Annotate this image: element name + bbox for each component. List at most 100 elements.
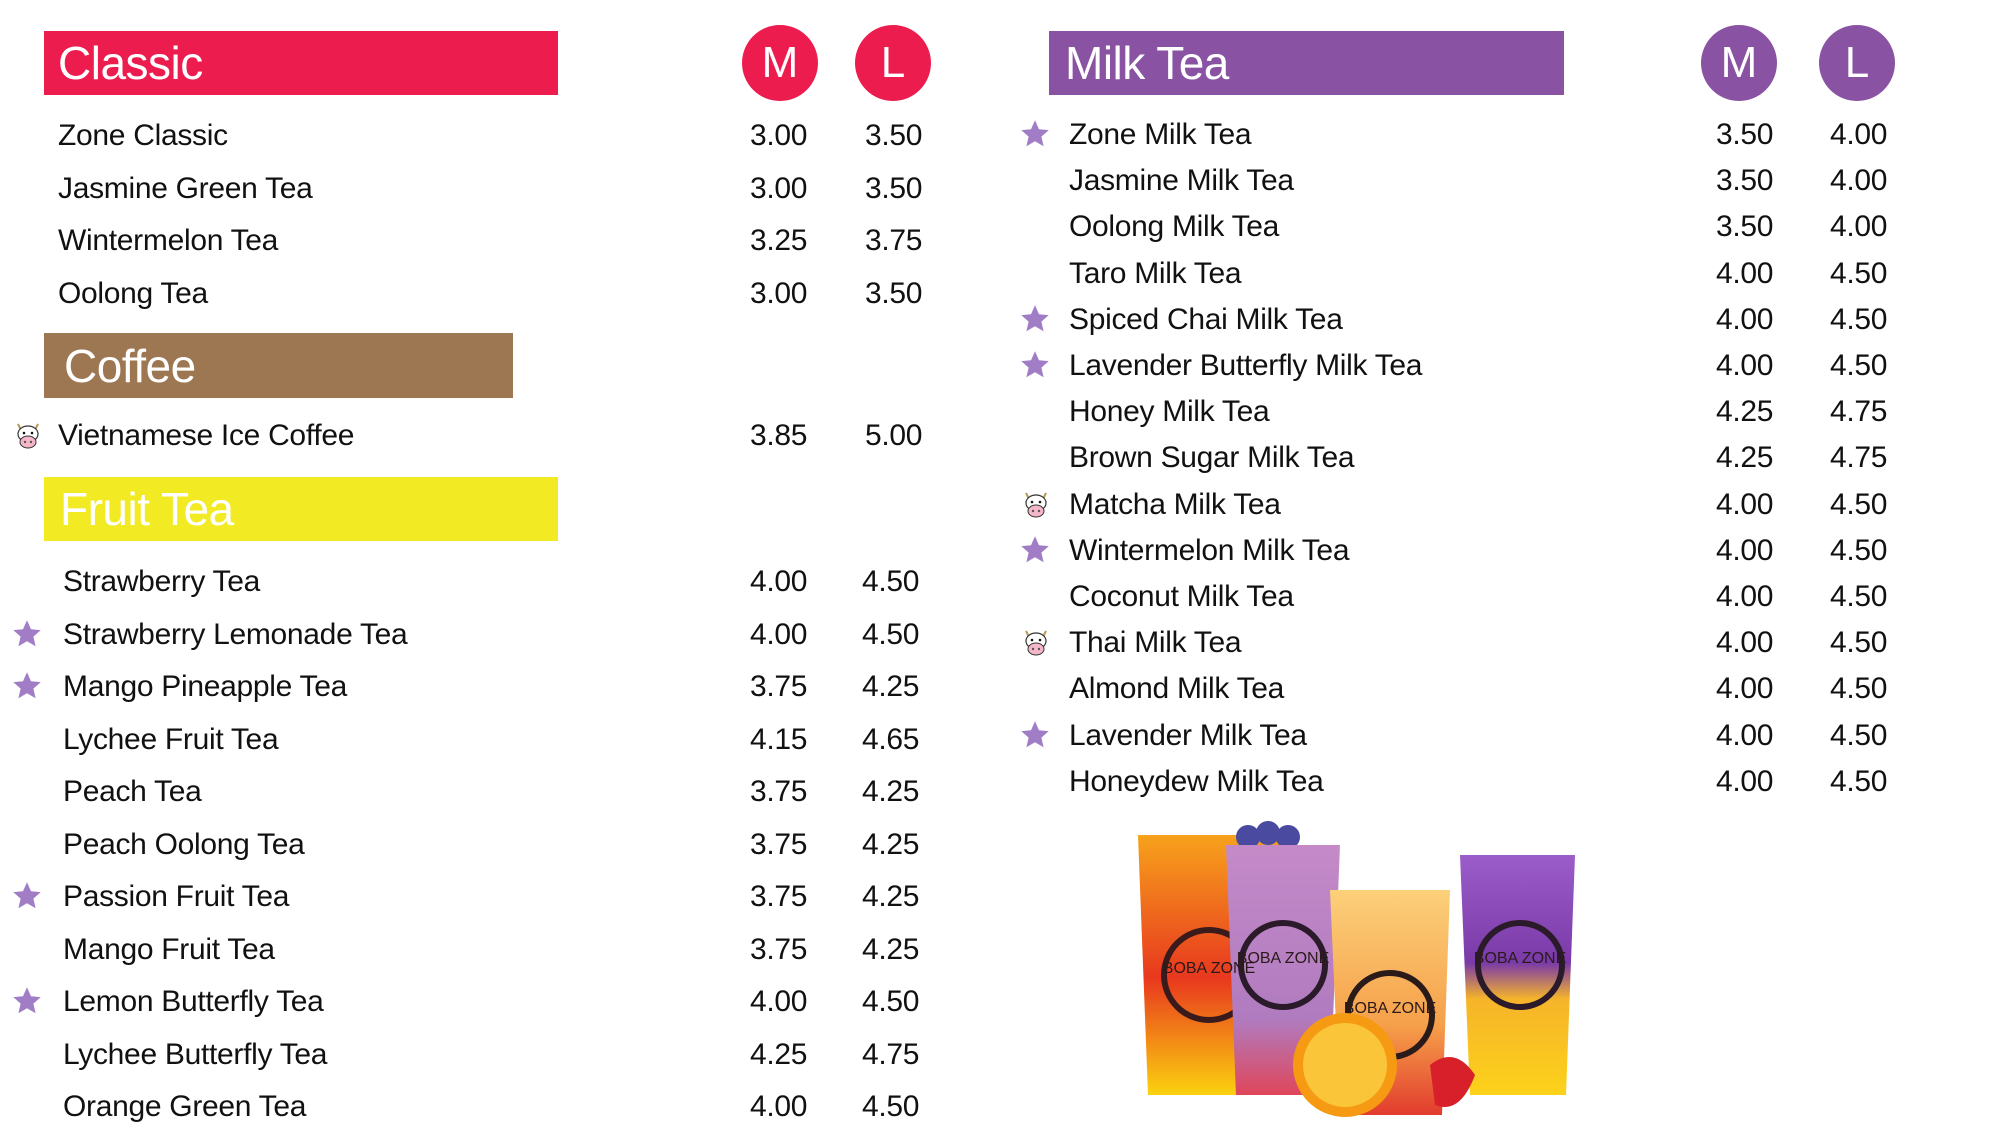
price-large: 4.25 — [862, 932, 920, 966]
item-name: Taro Milk Tea — [1069, 256, 1242, 290]
price-large: 4.50 — [1830, 533, 1888, 567]
menu-item-row: Spiced Chai Milk Tea 4.00 4.50 — [0, 300, 2000, 340]
price-large: 4.00 — [1830, 164, 1888, 198]
cup-logo: BOBA ZONE — [1344, 1000, 1436, 1017]
menu-item-row: Matcha Milk Tea 4.00 4.50 — [0, 485, 2000, 525]
price-medium: 4.25 — [1716, 395, 1774, 429]
strawberry — [1430, 1057, 1475, 1107]
menu-item-row: Mango Pineapple Tea 3.75 4.25 — [0, 667, 2000, 707]
item-name: Oolong Tea — [58, 276, 208, 310]
price-large: 4.50 — [1830, 256, 1888, 290]
menu-item-row: Lavender Milk Tea 4.00 4.50 — [0, 716, 2000, 756]
price-large: 3.50 — [865, 119, 923, 152]
price-large: 4.50 — [1830, 349, 1888, 382]
menu-item-row: Zone Classic 3.00 3.50 — [0, 116, 2000, 156]
price-medium: 4.00 — [750, 985, 808, 1018]
price-medium: 3.25 — [750, 224, 808, 257]
drinks-photo: BOBA ZONE BOBA ZONE BOBA ZONE BOBA ZONE — [1138, 821, 1575, 1117]
item-name: Thai Milk Tea — [1069, 626, 1242, 660]
orange-slice — [1293, 1013, 1397, 1117]
item-name: Peach Oolong Tea — [63, 827, 305, 861]
item-name: Mango Fruit Tea — [63, 932, 275, 966]
menu-item-row: Zone Milk Tea 3.50 4.00 — [0, 115, 2000, 155]
price-large: 4.50 — [862, 565, 920, 598]
item-name: Brown Sugar Milk Tea — [1069, 441, 1355, 475]
menu-item-row: Brown Sugar Milk Tea 4.25 4.75 — [0, 438, 2000, 478]
price-medium: 4.00 — [750, 617, 808, 651]
cup-logo: BOBA ZONE — [1163, 960, 1255, 977]
price-medium: 4.00 — [1716, 580, 1774, 613]
price-large: 4.25 — [862, 880, 920, 913]
item-name: Jasmine Green Tea — [58, 171, 313, 205]
classic-header: Classic — [44, 31, 558, 95]
price-medium: 4.00 — [750, 565, 808, 598]
menu-item-row: Lychee Butterfly Tea 4.25 4.75 — [0, 1035, 2000, 1075]
item-name: Lychee Butterfly Tea — [63, 1037, 328, 1071]
star-icon — [1020, 720, 1052, 752]
item-name: Strawberry Tea — [63, 565, 260, 598]
coffee-header: Coffee — [44, 333, 513, 398]
star-icon — [12, 986, 44, 1018]
menu-item-row: Honeydew Milk Tea 4.00 4.50 — [0, 762, 2000, 802]
size-large-badge: L — [1819, 25, 1895, 101]
item-name: Coconut Milk Tea — [1069, 580, 1294, 613]
menu-item-row: Strawberry Lemonade Tea 4.00 4.50 — [0, 615, 2000, 655]
price-medium: 4.25 — [1716, 441, 1774, 475]
price-medium: 3.00 — [750, 171, 808, 205]
cow-icon — [12, 420, 44, 452]
price-large: 4.00 — [1830, 118, 1888, 151]
item-name: Wintermelon Tea — [58, 224, 279, 257]
item-name: Orange Green Tea — [63, 1090, 307, 1123]
price-medium: 3.75 — [750, 880, 808, 913]
item-name: Zone Milk Tea — [1069, 118, 1252, 151]
price-medium: 3.75 — [750, 932, 808, 966]
price-medium: 3.50 — [1716, 118, 1774, 151]
item-name: Honey Milk Tea — [1069, 395, 1270, 429]
price-medium: 4.15 — [750, 722, 808, 756]
menu-item-row: Jasmine Green Tea 3.00 3.50 — [0, 169, 2000, 209]
price-large: 4.25 — [862, 775, 920, 808]
price-medium: 3.00 — [750, 276, 808, 310]
price-medium: 3.00 — [750, 119, 808, 152]
price-large: 4.50 — [862, 617, 920, 651]
star-icon — [1020, 350, 1052, 382]
price-medium: 4.00 — [1716, 626, 1774, 660]
price-medium: 4.00 — [1716, 487, 1774, 521]
menu-item-row: Peach Tea 3.75 4.25 — [0, 772, 2000, 812]
item-name: Vietnamese Ice Coffee — [58, 419, 355, 452]
price-large: 4.50 — [1830, 718, 1888, 752]
price-large: 4.65 — [862, 722, 920, 756]
star-icon — [1020, 119, 1052, 151]
menu-item-row: Oolong Tea 3.00 3.50 — [0, 274, 2000, 314]
item-name: Almond Milk Tea — [1069, 672, 1285, 706]
price-medium: 3.75 — [750, 670, 808, 703]
cup-logo: BOBA ZONE — [1474, 950, 1566, 967]
price-large: 4.50 — [1830, 487, 1888, 521]
menu-item-row: Orange Green Tea 4.00 4.50 — [0, 1087, 2000, 1127]
price-medium: 4.00 — [1716, 764, 1774, 798]
price-large: 4.50 — [862, 985, 920, 1018]
size-medium-badge: M — [742, 25, 818, 101]
item-name: Lychee Fruit Tea — [63, 722, 279, 756]
price-large: 4.25 — [862, 670, 920, 703]
menu-item-row: Oolong Milk Tea 3.50 4.00 — [0, 207, 2000, 247]
menu-item-row: Mango Fruit Tea 3.75 4.25 — [0, 930, 2000, 970]
item-name: Jasmine Milk Tea — [1069, 164, 1294, 198]
price-medium: 4.00 — [1716, 672, 1774, 706]
price-medium: 4.00 — [1716, 349, 1774, 382]
price-large: 4.50 — [862, 1090, 920, 1123]
item-name: Honeydew Milk Tea — [1069, 764, 1324, 798]
item-name: Lavender Butterfly Milk Tea — [1069, 349, 1423, 382]
price-medium: 4.00 — [1716, 256, 1774, 290]
cup-lavender — [1460, 855, 1575, 1095]
menu-item-row: Taro Milk Tea 4.00 4.50 — [0, 254, 2000, 294]
item-name: Lemon Butterfly Tea — [63, 985, 324, 1018]
menu-item-row: Thai Milk Tea 4.00 4.50 — [0, 623, 2000, 663]
size-large-badge: L — [855, 25, 931, 101]
item-name: Mango Pineapple Tea — [63, 670, 347, 703]
item-name: Oolong Milk Tea — [1069, 210, 1280, 244]
price-large: 4.50 — [1830, 626, 1888, 660]
price-large: 3.50 — [865, 276, 923, 310]
price-large: 4.00 — [1830, 210, 1888, 244]
item-name: Strawberry Lemonade Tea — [63, 617, 408, 651]
